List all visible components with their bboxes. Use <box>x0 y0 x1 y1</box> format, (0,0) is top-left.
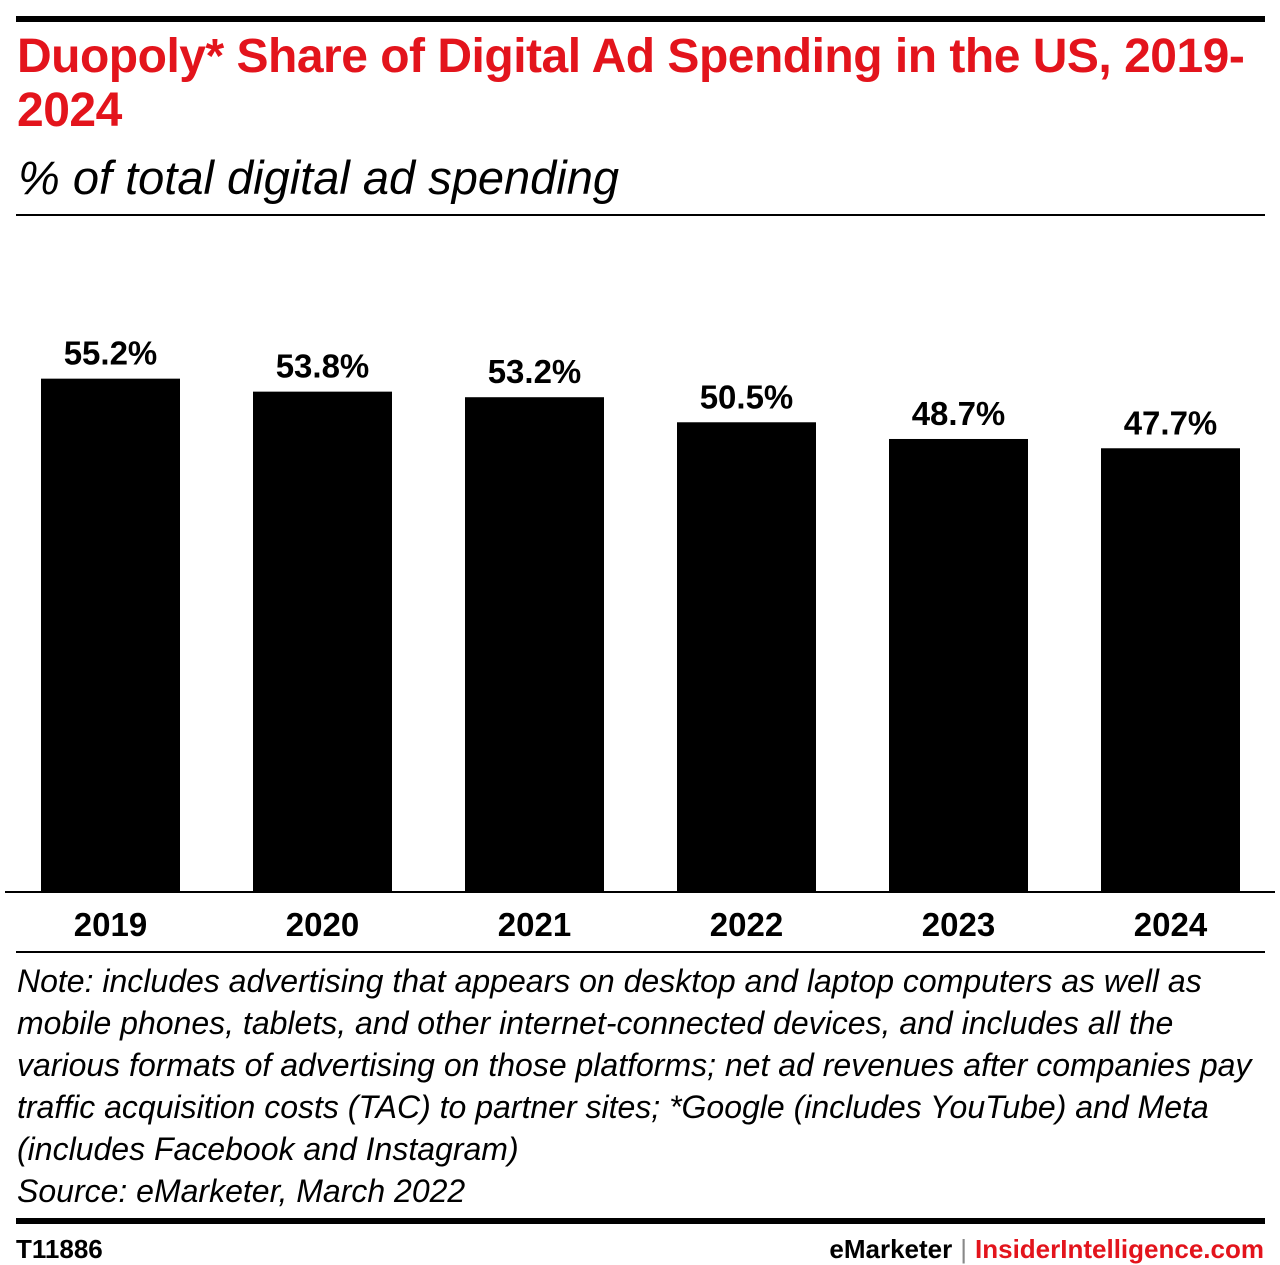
x-tick-label-2022: 2022 <box>710 906 783 943</box>
bar-2020 <box>253 391 392 891</box>
subtitle-rule <box>16 214 1265 216</box>
x-tick-label-2024: 2024 <box>1134 906 1208 943</box>
bar-2019 <box>41 378 180 891</box>
chart-title: Duopoly* Share of Digital Ad Spending in… <box>17 30 1245 137</box>
data-label-2024: 47.7% <box>1124 404 1218 441</box>
data-label-2021: 53.2% <box>488 353 582 390</box>
bottom-rule <box>16 1218 1265 1224</box>
note-text: Note: includes advertising that appears … <box>17 963 1252 1167</box>
note-rule <box>16 951 1265 953</box>
brand-separator: | <box>960 1234 968 1264</box>
source-text: Source: eMarketer, March 2022 <box>17 1173 466 1209</box>
footer-brand: eMarketer | InsiderIntelligence.com <box>829 1234 1264 1265</box>
data-label-2022: 50.5% <box>700 378 794 415</box>
bar-2024 <box>1101 448 1240 891</box>
x-tick-label-2019: 2019 <box>74 906 147 943</box>
chart-subtitle: % of total digital ad spending <box>18 151 619 204</box>
bar-2022 <box>677 422 816 891</box>
x-tick-label-2023: 2023 <box>922 906 995 943</box>
brand-emarketer: eMarketer <box>829 1234 953 1264</box>
chart-id: T11886 <box>16 1234 103 1264</box>
bar-2021 <box>465 397 604 891</box>
brand-insider-intelligence[interactable]: InsiderIntelligence.com <box>975 1234 1264 1264</box>
top-rule <box>16 16 1265 22</box>
chart-notes: Note: includes advertising that appears … <box>17 960 1267 1212</box>
x-tick-label-2021: 2021 <box>498 906 571 943</box>
bar-chart: 55.2% 2019 53.8% 2020 53.2% 2021 50.5% 2022 48.7… <box>5 335 1275 943</box>
data-label-2019: 55.2% <box>64 335 158 372</box>
x-tick-label-2020: 2020 <box>286 906 359 943</box>
bar-2023 <box>889 438 1028 891</box>
data-label-2023: 48.7% <box>912 395 1006 432</box>
data-label-2020: 53.8% <box>276 348 370 385</box>
